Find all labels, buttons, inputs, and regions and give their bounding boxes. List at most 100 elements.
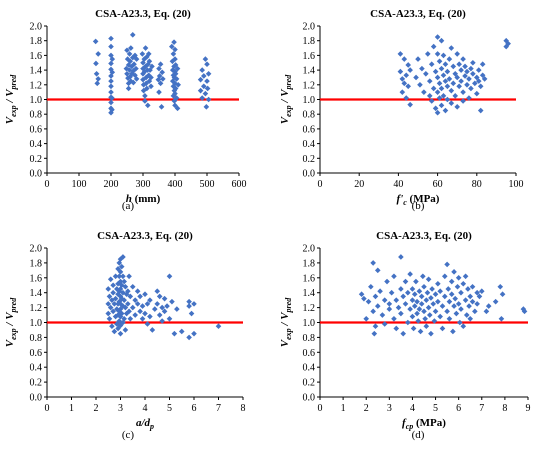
data-point [455,301,462,307]
data-point [173,95,180,101]
y-tick-label: 0.2 [30,378,43,389]
y-tick-label: 0.8 [303,110,316,121]
data-point [106,315,113,322]
data-point [114,306,120,312]
y-tick-label: 1.0 [303,95,316,106]
x-tick-label: 20 [354,179,364,190]
data-point [448,278,455,285]
y-tick-label: 0.6 [303,348,316,359]
data-point [430,85,437,92]
data-point [172,70,179,77]
y-axis-label: Vexp / Vpred [279,74,293,124]
y-tick-label: 1.0 [30,318,43,329]
data-point [456,83,462,90]
data-point [134,288,141,295]
data-point [479,61,486,68]
data-point [109,323,115,330]
data-point [414,298,420,305]
y-tick-label: 1.2 [303,303,316,314]
x-tick-label: 7 [216,403,221,414]
data-point [415,56,421,62]
y-tick-label: 1.8 [30,258,43,269]
data-point [158,104,165,110]
data-point [421,283,427,290]
data-point [454,51,460,57]
y-tick-label: 0.2 [303,378,316,389]
data-point [440,93,447,99]
x-tick-label: 3 [387,403,392,414]
x-tick-label: 40 [393,179,403,190]
data-point [197,87,204,94]
data-point [421,89,427,95]
data-point [186,303,192,309]
y-tick-label: 0.4 [303,139,316,150]
data-point [442,293,448,300]
data-point [127,73,133,80]
data-point [175,82,181,88]
data-point [371,330,378,337]
data-point [436,95,443,101]
data-point [391,315,397,322]
data-point [460,89,466,95]
data-point [169,298,175,305]
data-point [458,289,464,296]
data-point [444,68,451,75]
data-point [407,306,413,312]
data-point [204,61,210,68]
data-point [444,96,451,103]
data-point [409,313,416,320]
data-point [144,321,151,327]
data-point [460,280,467,287]
data-point [133,76,140,82]
data-point [109,95,115,101]
data-point [499,291,506,297]
x-tick-label: 0 [45,179,50,190]
data-point [170,51,177,57]
data-point [460,56,466,62]
data-point [374,303,381,309]
data-point [409,297,416,303]
data-point [117,269,124,275]
data-point [358,291,365,297]
chart-panel-3: CSA-A23.3, Eq. (20) 0.0 0.2 0.4 0.6 0.8 1.0 1.2… [4,230,246,441]
data-point [492,298,499,305]
data-point [474,90,480,97]
data-point [171,63,177,70]
data-point [465,286,471,292]
data-point [142,93,148,99]
data-point [160,76,166,82]
data-point [440,72,447,79]
data-point [455,275,462,281]
data-point [456,61,462,68]
data-point [454,74,460,81]
data-point [425,51,431,57]
data-point [145,72,152,79]
data-point [372,293,379,300]
data-point [139,303,146,309]
x-tick-label: 6 [456,403,461,414]
y-tick-label: 1.4 [30,66,43,77]
x-tick-label: 8 [502,403,507,414]
data-point [450,328,456,335]
y-tick-label: 0.0 [303,169,316,180]
data-point [422,315,428,322]
data-point [107,304,114,311]
data-point [133,65,139,72]
data-point [398,310,404,317]
data-point [370,260,376,266]
data-point [370,308,376,315]
data-point [142,45,149,51]
y-tick-label: 1.2 [303,80,316,91]
data-point [442,78,449,84]
data-point [143,80,149,87]
data-point [205,96,212,103]
data-point [374,267,381,274]
data-point [170,72,177,79]
data-point [460,98,466,104]
data-point [204,85,211,92]
data-point [215,323,222,330]
data-point [199,67,205,73]
data-point [503,37,509,44]
x-tick-label: 4 [143,403,148,414]
data-point [109,106,115,113]
